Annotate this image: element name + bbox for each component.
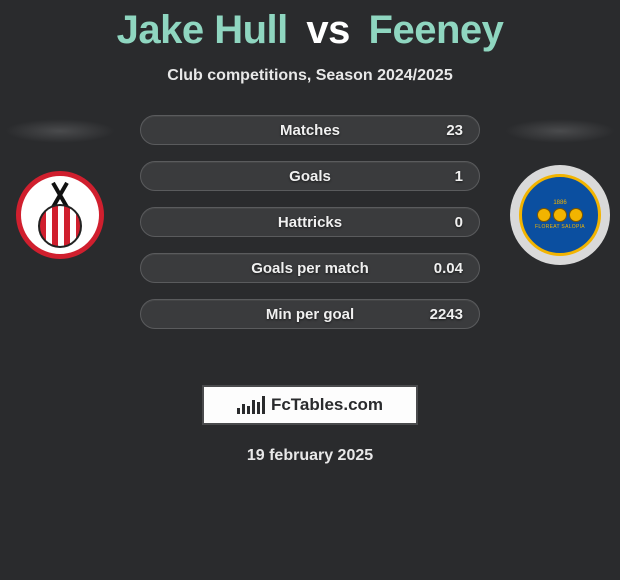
stat-label: Min per goal: [266, 306, 354, 323]
badge-year: 1886: [553, 200, 566, 206]
chart-icon-bar: [237, 408, 240, 414]
chart-icon-bar: [247, 406, 250, 414]
player2-club-badge: 1886 FLOREAT SALOPIA: [519, 174, 601, 256]
left-player-column: [0, 115, 120, 259]
badge-lions: [537, 208, 583, 222]
stat-label: Hattricks: [278, 214, 342, 231]
stat-bars: Matches 23 Goals 1 Hattricks 0 Goals per…: [140, 115, 480, 329]
chart-icon-bar: [262, 396, 265, 414]
stat-value-right: 1: [455, 168, 463, 185]
lion-icon: [569, 208, 583, 222]
stat-value-right: 0: [455, 214, 463, 231]
comparison-title: Jake Hull vs Feeney: [0, 0, 620, 53]
comparison-body: 1886 FLOREAT SALOPIA Matches 23 Goals 1 …: [0, 115, 620, 375]
player1-portrait-placeholder: [5, 119, 115, 143]
stat-value-right: 2243: [430, 306, 463, 323]
source-logo-box: FcTables.com: [202, 385, 418, 425]
badge-motto: FLOREAT SALOPIA: [535, 224, 585, 230]
chart-icon: [237, 396, 265, 414]
snapshot-date: 19 february 2025: [0, 447, 620, 465]
chart-icon-bar: [242, 404, 245, 414]
right-player-column: 1886 FLOREAT SALOPIA: [500, 115, 620, 265]
stat-row: Min per goal 2243: [140, 299, 480, 329]
chart-icon-bar: [257, 402, 260, 414]
lion-icon: [537, 208, 551, 222]
stat-row: Matches 23: [140, 115, 480, 145]
player2-club-badge-wrap: 1886 FLOREAT SALOPIA: [510, 165, 610, 265]
stat-label: Goals: [289, 168, 331, 185]
stat-value-right: 23: [446, 122, 463, 139]
player2-portrait-placeholder: [505, 119, 615, 143]
stat-value-right: 0.04: [434, 260, 463, 277]
lion-icon: [553, 208, 567, 222]
stat-row: Hattricks 0: [140, 207, 480, 237]
stat-row: Goals per match 0.04: [140, 253, 480, 283]
player1-club-badge: [16, 171, 104, 259]
rotherham-badge-art: [21, 176, 99, 254]
stat-label: Matches: [280, 122, 340, 139]
chart-icon-bar: [252, 400, 255, 414]
player1-name: Jake Hull: [117, 8, 288, 52]
player2-name: Feeney: [369, 8, 504, 52]
vs-text: vs: [306, 8, 350, 52]
stat-row: Goals 1: [140, 161, 480, 191]
subtitle: Club competitions, Season 2024/2025: [0, 67, 620, 85]
source-logo-text: FcTables.com: [271, 395, 383, 415]
stat-label: Goals per match: [251, 260, 369, 277]
